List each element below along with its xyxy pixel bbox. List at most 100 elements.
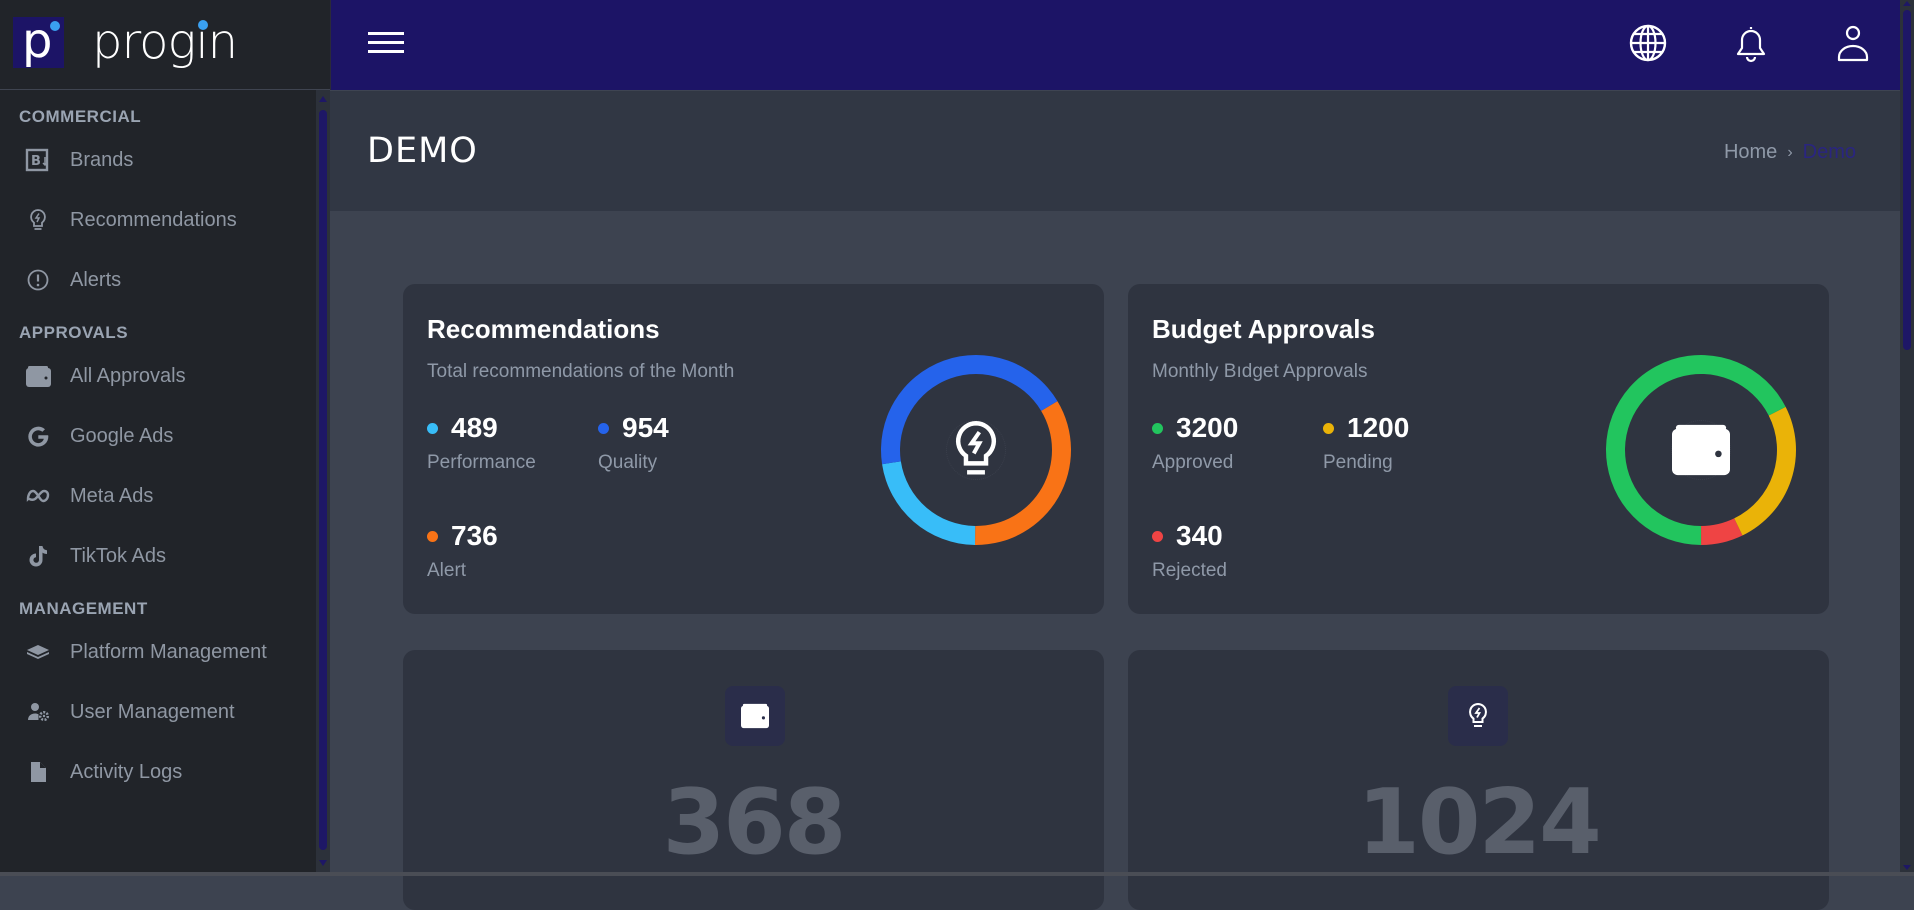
wallet-icon — [1671, 420, 1731, 480]
legend-dot-approved — [1152, 422, 1163, 434]
sidebar-item-user-management[interactable]: User Management — [0, 682, 316, 742]
menu-icon-bar — [368, 32, 404, 35]
wallet-icon — [725, 686, 785, 746]
legend-dot-pending — [1323, 422, 1334, 434]
stat-approved: 3200 Approved — [1152, 412, 1238, 474]
file-icon — [25, 759, 51, 785]
section-commercial: COMMERCIAL — [19, 107, 142, 126]
sidebar-item-platform-management[interactable]: Platform Management — [0, 622, 316, 682]
brand-icon: B — [25, 147, 51, 173]
wallet-icon — [25, 363, 51, 389]
page-scroll-thumb[interactable] — [1903, 10, 1911, 350]
sidebar-item-google-ads[interactable]: Google Ads — [0, 406, 316, 466]
sidebar-item-label: Platform Management — [70, 640, 267, 663]
stat-label: Performance — [427, 452, 536, 473]
recommendations-donut-chart[interactable] — [870, 344, 1082, 556]
meta-icon — [25, 483, 51, 509]
sidebar-item-recommendations[interactable]: Recommendations — [0, 190, 316, 250]
menu-icon-bar — [368, 50, 404, 53]
menu-icon-bar — [368, 41, 404, 44]
window-bottom-edge — [0, 872, 1914, 876]
brand-mark-dot — [50, 21, 60, 31]
page-header: DEMO Home › Demo — [330, 90, 1900, 211]
breadcrumb-current: Demo — [1802, 141, 1856, 163]
recommendations-card: Recommendations Total recommendations of… — [403, 284, 1104, 614]
stat-label: Quality — [598, 452, 658, 473]
sidebar-item-label: Alerts — [70, 268, 122, 291]
scroll-up-arrow-icon[interactable] — [319, 96, 327, 102]
layers-icon — [25, 639, 51, 665]
sidebar-item-label: Meta Ads — [70, 484, 154, 507]
scroll-down-arrow-icon[interactable] — [319, 860, 327, 866]
stat-label: Approved — [1152, 452, 1234, 473]
sidebar-item-label: Brands — [70, 148, 134, 171]
sidebar-item-meta-ads[interactable]: Meta Ads — [0, 466, 316, 526]
lightbulb-icon — [946, 420, 1006, 480]
scroll-up-arrow-icon[interactable] — [1903, 1, 1911, 6]
brand-name: progın — [92, 12, 238, 72]
stat-label: Rejected — [1152, 560, 1227, 581]
notifications-button[interactable] — [1730, 22, 1772, 64]
recommendations-total-value: 1024 — [1357, 770, 1602, 875]
legend-dot-performance — [427, 422, 438, 434]
stat-value: 1200 — [1347, 412, 1410, 443]
sidebar-item-alerts[interactable]: Alerts — [0, 250, 316, 310]
donut-segment-alert[interactable] — [975, 401, 1071, 545]
stat-label: Pending — [1323, 452, 1393, 473]
brand-logo[interactable]: p progın — [0, 0, 330, 90]
stat-value: 3200 — [1176, 412, 1239, 443]
stat-rejected: 340 Rejected — [1152, 520, 1227, 582]
card-subtitle: Monthly Bıdget Approvals — [1152, 361, 1368, 382]
sidebar-scroll-thumb[interactable] — [319, 110, 327, 850]
language-button[interactable] — [1627, 22, 1669, 64]
donut-segment-performance[interactable] — [882, 461, 976, 545]
brand-mark-icon: p — [13, 17, 64, 68]
scroll-down-arrow-icon[interactable] — [1903, 865, 1911, 870]
section-management: MANAGEMENT — [19, 599, 148, 618]
svg-text:B: B — [31, 154, 41, 169]
sidebar-item-tiktok-ads[interactable]: TikTok Ads — [0, 526, 316, 586]
card-title: Budget Approvals — [1152, 314, 1375, 344]
wallet-total-card: 368 — [403, 650, 1104, 910]
user-profile-button[interactable] — [1832, 22, 1874, 64]
stat-alert: 736 Alert — [427, 520, 498, 582]
wallet-total-value: 368 — [662, 770, 847, 875]
sidebar-item-all-approvals[interactable]: All Approvals — [0, 346, 316, 406]
breadcrumb: Home › Demo — [1724, 141, 1856, 164]
brand-name-text: prog — [92, 14, 196, 70]
sidebar-item-label: User Management — [70, 700, 235, 723]
user-icon — [1837, 25, 1869, 62]
sidebar-scrollbar[interactable] — [316, 90, 330, 876]
card-title: Recommendations — [427, 314, 660, 344]
budget-donut-chart[interactable] — [1595, 344, 1807, 556]
stat-value: 340 — [1176, 520, 1223, 551]
tiktok-icon — [25, 543, 51, 569]
stat-value: 954 — [622, 412, 669, 443]
sidebar-item-label: TikTok Ads — [70, 544, 166, 567]
section-approvals: APPROVALS — [19, 323, 129, 342]
sidebar-item-activity-logs[interactable]: Activity Logs — [0, 742, 316, 802]
donut-segment-quality[interactable] — [881, 354, 1058, 465]
budget-approvals-card: Budget Approvals Monthly Bıdget Approval… — [1128, 284, 1829, 614]
brand-mark-letter: p — [22, 13, 53, 69]
lightbulb-icon — [25, 207, 51, 233]
bell-icon — [1736, 27, 1766, 63]
brand-name-i: ın — [195, 14, 238, 70]
card-subtitle: Total recommendations of the Month — [427, 361, 735, 382]
sidebar-item-brands[interactable]: B Brands — [0, 130, 316, 190]
alert-circle-icon — [25, 267, 51, 293]
donut-segment-pending[interactable] — [1734, 406, 1796, 536]
stat-value: 736 — [451, 520, 498, 551]
breadcrumb-home-link[interactable]: Home — [1723, 141, 1778, 163]
lightbulb-icon — [1448, 686, 1508, 746]
legend-dot-alert — [427, 530, 438, 542]
page-scrollbar[interactable] — [1900, 0, 1914, 876]
donut-segment-rejected[interactable] — [1701, 518, 1743, 545]
stat-value: 489 — [451, 412, 498, 443]
legend-dot-quality — [598, 422, 609, 434]
top-navbar — [330, 0, 1900, 90]
globe-icon — [1629, 24, 1667, 62]
recommendations-total-card: 1024 — [1128, 650, 1829, 910]
sidebar-nav: COMMERCIAL B Brands Recommendations Aler… — [0, 90, 316, 802]
menu-toggle-button[interactable] — [368, 32, 404, 54]
